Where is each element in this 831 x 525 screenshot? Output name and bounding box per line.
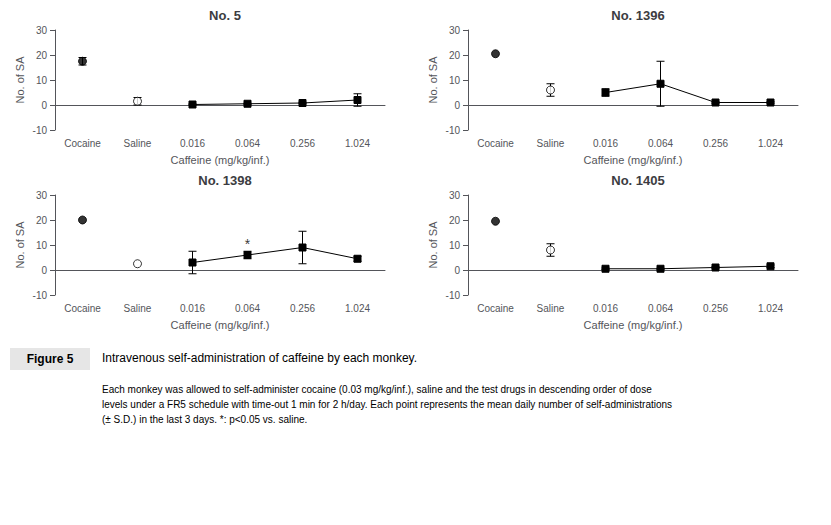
svg-text:20: 20 <box>449 215 461 226</box>
svg-text:1.024: 1.024 <box>345 138 370 149</box>
svg-text:*: * <box>245 236 251 252</box>
svg-text:levels under a FR5 schedule wi: levels under a FR5 schedule with time-ou… <box>102 399 672 410</box>
svg-text:No. 1398: No. 1398 <box>198 173 251 188</box>
svg-text:0.256: 0.256 <box>290 303 315 314</box>
svg-text:0.256: 0.256 <box>290 138 315 149</box>
svg-text:20: 20 <box>36 50 48 61</box>
svg-text:10: 10 <box>449 240 461 251</box>
svg-text:30: 30 <box>449 190 461 201</box>
svg-text:Cocaine: Cocaine <box>64 303 101 314</box>
svg-text:-10: -10 <box>446 125 461 136</box>
svg-text:-10: -10 <box>33 290 48 301</box>
svg-text:No. 1396: No. 1396 <box>611 8 664 23</box>
svg-text:No. of SA: No. of SA <box>14 221 26 269</box>
svg-text:0.064: 0.064 <box>235 303 260 314</box>
svg-text:Each monkey was allowed to sel: Each monkey was allowed to self-administ… <box>102 384 652 395</box>
svg-text:Caffeine (mg/kg/inf.): Caffeine (mg/kg/inf.) <box>171 154 270 166</box>
svg-text:10: 10 <box>36 75 48 86</box>
svg-text:No. of SA: No. of SA <box>427 56 439 104</box>
svg-text:20: 20 <box>449 50 461 61</box>
svg-text:Cocaine: Cocaine <box>477 138 514 149</box>
svg-text:Saline: Saline <box>124 303 152 314</box>
svg-text:-10: -10 <box>33 125 48 136</box>
svg-text:30: 30 <box>36 25 48 36</box>
svg-text:Saline: Saline <box>124 138 152 149</box>
svg-text:10: 10 <box>449 75 461 86</box>
svg-text:0: 0 <box>41 100 47 111</box>
svg-text:(± S.D.) in the last 3 days. *: (± S.D.) in the last 3 days. *: p<0.05 v… <box>102 414 307 425</box>
svg-text:0.256: 0.256 <box>703 303 728 314</box>
svg-text:Cocaine: Cocaine <box>64 138 101 149</box>
svg-text:0.064: 0.064 <box>235 138 260 149</box>
svg-text:Saline: Saline <box>537 303 565 314</box>
svg-text:0: 0 <box>454 100 460 111</box>
svg-text:0: 0 <box>41 265 47 276</box>
svg-text:Intravenous self-administratio: Intravenous self-administration of caffe… <box>102 351 417 365</box>
svg-text:0.016: 0.016 <box>180 303 205 314</box>
svg-text:0.064: 0.064 <box>648 303 673 314</box>
svg-text:30: 30 <box>36 190 48 201</box>
svg-text:No. 1405: No. 1405 <box>611 173 664 188</box>
svg-text:0: 0 <box>454 265 460 276</box>
svg-text:No. of SA: No. of SA <box>14 56 26 104</box>
svg-text:0.016: 0.016 <box>593 303 618 314</box>
svg-text:Saline: Saline <box>537 138 565 149</box>
svg-text:0.016: 0.016 <box>593 138 618 149</box>
svg-text:Caffeine (mg/kg/inf.): Caffeine (mg/kg/inf.) <box>171 319 270 331</box>
svg-text:1.024: 1.024 <box>345 303 370 314</box>
svg-text:Cocaine: Cocaine <box>477 303 514 314</box>
svg-text:-10: -10 <box>446 290 461 301</box>
svg-text:Figure 5: Figure 5 <box>27 352 74 366</box>
svg-text:Caffeine (mg/kg/inf.): Caffeine (mg/kg/inf.) <box>584 319 683 331</box>
svg-text:Caffeine (mg/kg/inf.): Caffeine (mg/kg/inf.) <box>584 154 683 166</box>
svg-text:No. 5: No. 5 <box>209 8 241 23</box>
svg-text:0.256: 0.256 <box>703 138 728 149</box>
svg-text:No. of SA: No. of SA <box>427 221 439 269</box>
svg-text:20: 20 <box>36 215 48 226</box>
svg-text:1.024: 1.024 <box>758 303 783 314</box>
svg-text:0.016: 0.016 <box>180 138 205 149</box>
svg-text:30: 30 <box>449 25 461 36</box>
svg-text:1.024: 1.024 <box>758 138 783 149</box>
svg-text:10: 10 <box>36 240 48 251</box>
svg-text:0.064: 0.064 <box>648 138 673 149</box>
